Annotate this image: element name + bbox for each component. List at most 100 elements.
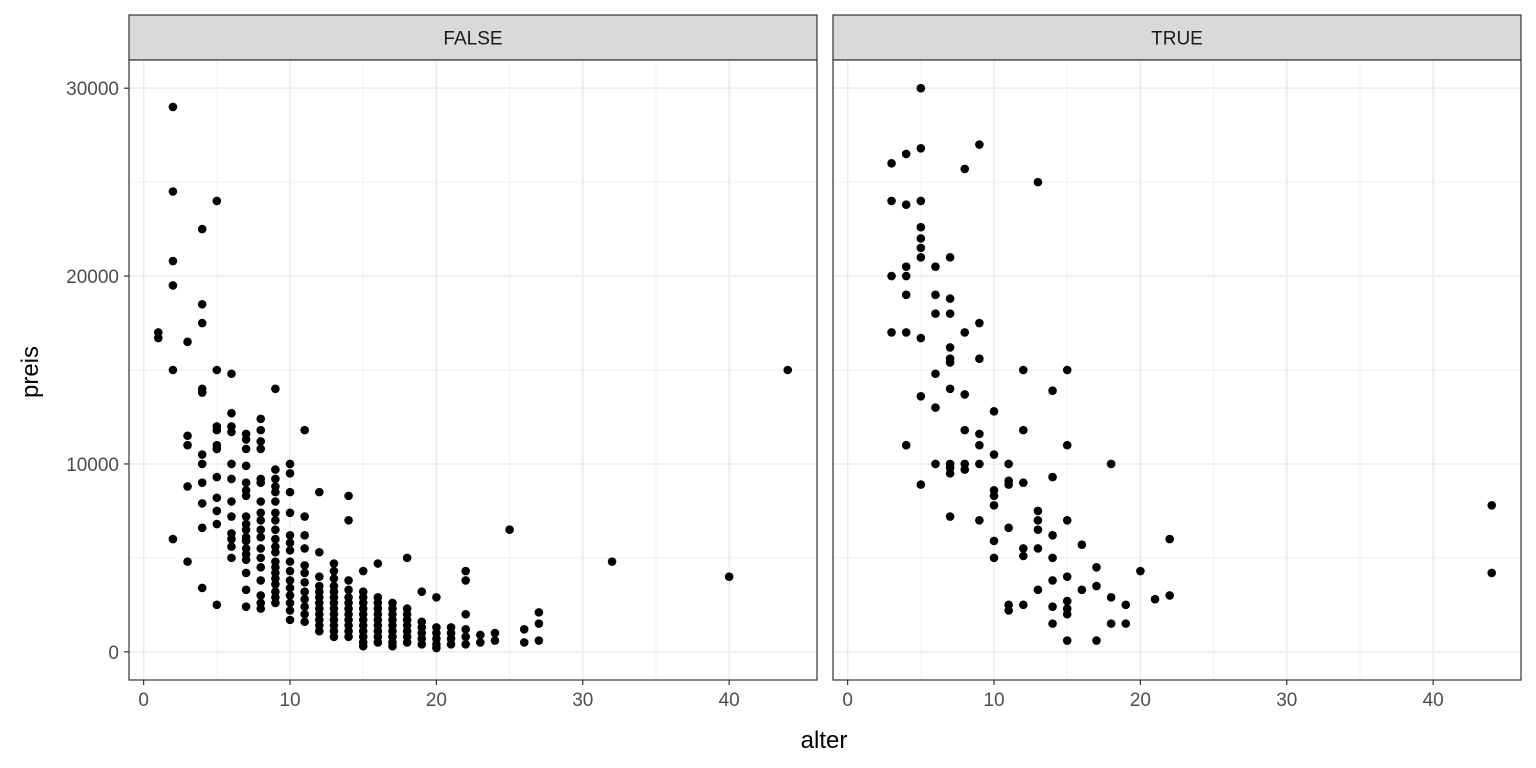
data-point	[300, 425, 309, 435]
data-point	[1048, 386, 1057, 395]
data-point	[285, 487, 295, 497]
data-point	[241, 585, 251, 595]
data-point	[344, 632, 353, 642]
data-point	[1033, 585, 1043, 595]
data-point	[256, 525, 266, 534]
panel-border	[832, 59, 1522, 681]
data-point	[271, 525, 280, 534]
data-point	[960, 425, 970, 435]
panel-true: TRUE 0 10 20 30 40	[832, 14, 1522, 711]
data-point	[960, 164, 970, 174]
data-point	[197, 318, 207, 328]
data-point	[1048, 602, 1057, 612]
data-point	[285, 508, 295, 518]
data-point	[300, 544, 309, 553]
data-point	[960, 328, 970, 337]
data-point	[344, 491, 353, 501]
data-point	[931, 369, 940, 379]
data-point	[388, 641, 397, 651]
data-point	[344, 576, 353, 585]
data-point	[975, 354, 984, 364]
data-point	[285, 546, 295, 555]
data-point	[227, 427, 236, 437]
data-point	[300, 512, 309, 521]
data-point	[960, 390, 970, 399]
data-point	[461, 609, 470, 619]
data-point	[1106, 459, 1116, 469]
data-point	[256, 544, 266, 553]
data-point	[901, 440, 911, 450]
data-point	[901, 200, 911, 209]
data-point	[960, 465, 970, 474]
data-point	[916, 83, 926, 93]
data-point	[183, 557, 192, 566]
data-point	[931, 309, 940, 318]
data-point	[931, 262, 940, 271]
data-point	[1092, 636, 1101, 645]
data-point	[256, 576, 266, 585]
data-point	[1033, 177, 1043, 187]
x-tick-label: 10	[279, 690, 300, 711]
data-point	[197, 224, 207, 234]
data-point	[212, 600, 222, 610]
data-point	[285, 583, 295, 593]
data-point	[241, 478, 251, 488]
strip-label: FALSE	[443, 29, 502, 50]
data-point	[1018, 600, 1028, 610]
data-point	[975, 140, 984, 149]
data-point	[285, 615, 295, 625]
data-point	[1018, 551, 1028, 561]
data-point	[344, 516, 353, 525]
data-point	[271, 497, 280, 506]
data-point	[373, 638, 383, 647]
data-point	[241, 491, 251, 501]
data-point	[256, 591, 266, 600]
data-point	[256, 508, 266, 518]
data-point	[1062, 596, 1072, 606]
data-point	[300, 609, 309, 619]
data-point	[975, 516, 984, 525]
data-point	[197, 478, 207, 488]
data-point	[212, 519, 222, 529]
data-point	[519, 624, 529, 634]
data-point	[1106, 593, 1116, 602]
data-point	[227, 512, 236, 521]
data-point	[505, 525, 514, 534]
data-point	[183, 337, 192, 347]
data-point	[227, 553, 236, 563]
x-tick-label: 20	[1130, 690, 1151, 711]
data-point	[314, 547, 324, 557]
data-point	[1121, 600, 1131, 610]
data-point	[931, 403, 940, 412]
data-point	[916, 252, 926, 262]
data-point	[476, 630, 485, 640]
data-point	[989, 500, 999, 510]
data-point	[1077, 585, 1087, 595]
data-point	[285, 591, 295, 600]
data-point	[916, 333, 926, 343]
data-point	[1048, 531, 1057, 540]
data-point	[227, 408, 236, 418]
data-point	[461, 640, 470, 649]
data-point	[358, 641, 368, 651]
y-tick-label: 20000	[66, 267, 119, 288]
data-point	[461, 632, 470, 642]
data-point	[197, 499, 207, 508]
data-point	[271, 474, 280, 484]
data-point	[314, 626, 324, 636]
data-point	[197, 459, 207, 469]
data-point	[989, 450, 999, 459]
data-point	[916, 196, 926, 206]
data-point	[975, 429, 984, 439]
data-point	[256, 562, 266, 572]
data-point	[446, 640, 456, 649]
data-point	[183, 482, 192, 491]
data-point	[989, 407, 999, 416]
data-point	[256, 414, 266, 424]
data-point	[227, 542, 236, 551]
data-point	[945, 343, 955, 352]
data-point	[344, 585, 353, 595]
data-point	[227, 497, 236, 506]
x-tick-label: 0	[842, 690, 853, 711]
panel-border	[128, 59, 818, 681]
